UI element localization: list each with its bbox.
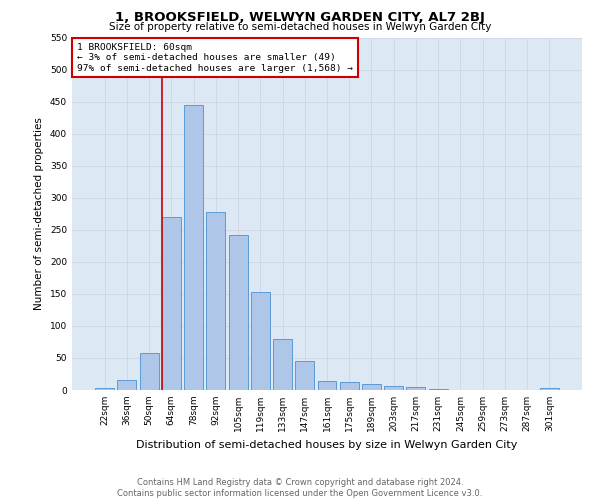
Bar <box>184 105 203 390</box>
Bar <box>406 388 425 390</box>
Bar <box>251 292 270 390</box>
Bar <box>317 381 337 390</box>
Bar <box>340 382 359 390</box>
Bar <box>429 388 448 390</box>
Text: Size of property relative to semi-detached houses in Welwyn Garden City: Size of property relative to semi-detach… <box>109 22 491 32</box>
Bar <box>229 235 248 390</box>
Bar <box>95 388 114 390</box>
Bar <box>206 212 225 390</box>
Bar <box>273 340 292 390</box>
Bar <box>540 388 559 390</box>
Bar <box>162 217 181 390</box>
Bar <box>295 361 314 390</box>
Bar <box>118 380 136 390</box>
Bar <box>384 386 403 390</box>
Text: 1, BROOKSFIELD, WELWYN GARDEN CITY, AL7 2BJ: 1, BROOKSFIELD, WELWYN GARDEN CITY, AL7 … <box>115 11 485 24</box>
Bar <box>362 384 381 390</box>
Y-axis label: Number of semi-detached properties: Number of semi-detached properties <box>34 118 44 310</box>
X-axis label: Distribution of semi-detached houses by size in Welwyn Garden City: Distribution of semi-detached houses by … <box>136 440 518 450</box>
Bar <box>140 353 158 390</box>
Text: 1 BROOKSFIELD: 60sqm
← 3% of semi-detached houses are smaller (49)
97% of semi-d: 1 BROOKSFIELD: 60sqm ← 3% of semi-detach… <box>77 43 353 72</box>
Text: Contains HM Land Registry data © Crown copyright and database right 2024.
Contai: Contains HM Land Registry data © Crown c… <box>118 478 482 498</box>
